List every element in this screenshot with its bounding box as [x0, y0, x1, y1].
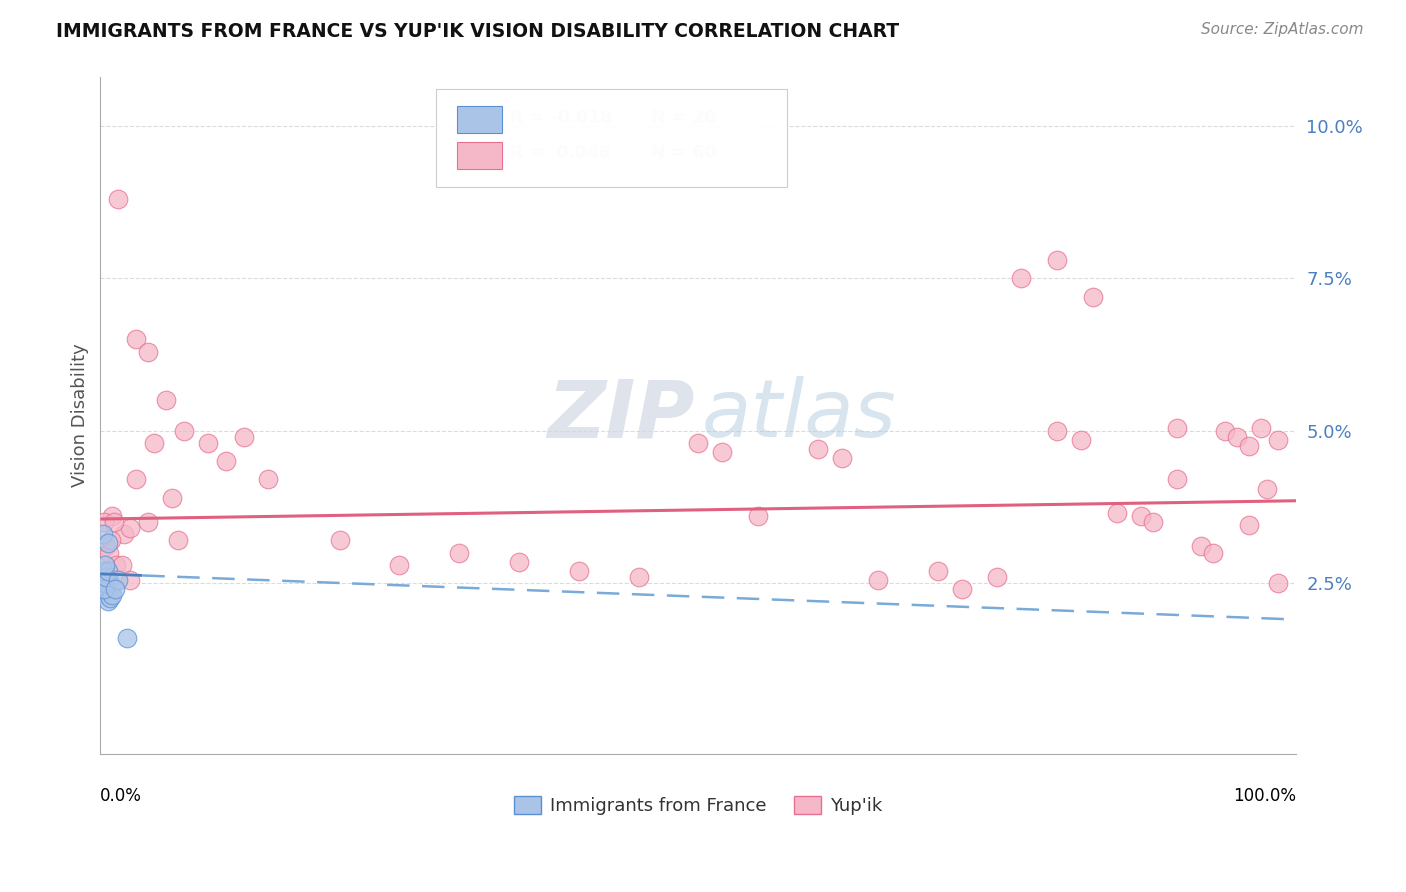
Point [167, 533, 190, 548]
Point [1166, 472, 1188, 486]
Point [112, 527, 135, 541]
Point [104, 582, 127, 596]
Legend: Immigrants from France, Yup'ik: Immigrants from France, Yup'ik [508, 789, 890, 822]
Point [96, 536, 118, 550]
Point [1256, 482, 1278, 496]
Text: 100.0%: 100.0% [1233, 787, 1296, 805]
Point [120, 573, 142, 587]
Point [1189, 540, 1212, 554]
Point [155, 393, 177, 408]
Point [93, 585, 115, 599]
Point [103, 515, 125, 529]
Point [107, 192, 129, 206]
Point [329, 533, 352, 548]
Point [160, 491, 183, 505]
Text: IMMIGRANTS FROM FRANCE VS YUP'IK VISION DISABILITY CORRELATION CHART: IMMIGRANTS FROM FRANCE VS YUP'IK VISION … [56, 22, 900, 41]
Point [1237, 518, 1260, 533]
Text: N = 20: N = 20 [651, 109, 717, 127]
Point [866, 573, 889, 587]
Point [1226, 430, 1249, 444]
Point [115, 631, 138, 645]
Text: R =  0.048: R = 0.048 [510, 145, 612, 162]
Point [1166, 420, 1188, 434]
Point [747, 508, 769, 523]
Point [93, 582, 115, 596]
Point [1129, 508, 1152, 523]
Point [104, 558, 127, 572]
Point [950, 582, 973, 596]
Point [100, 533, 122, 548]
Point [96, 594, 118, 608]
Point [96, 564, 118, 578]
Text: Source: ZipAtlas.com: Source: ZipAtlas.com [1201, 22, 1364, 37]
Point [197, 436, 219, 450]
Point [449, 545, 471, 559]
Point [91, 527, 114, 541]
Point [93, 515, 115, 529]
Point [111, 558, 134, 572]
Point [173, 424, 195, 438]
Point [136, 344, 159, 359]
Point [1142, 515, 1164, 529]
Text: atlas: atlas [702, 376, 897, 455]
Point [101, 508, 124, 523]
Point [256, 472, 278, 486]
Point [98, 591, 121, 606]
Text: N = 60: N = 60 [651, 145, 717, 162]
Point [94, 570, 117, 584]
Point [986, 570, 1008, 584]
Point [927, 564, 949, 578]
Point [1267, 576, 1289, 591]
Point [711, 445, 734, 459]
Point [125, 472, 148, 486]
Y-axis label: Vision Disability: Vision Disability [72, 343, 89, 487]
Point [215, 454, 238, 468]
Point [1213, 424, 1236, 438]
Point [1267, 433, 1289, 447]
Point [107, 573, 129, 587]
Point [94, 558, 117, 572]
Point [688, 436, 710, 450]
Point [1202, 545, 1225, 559]
Point [1046, 424, 1069, 438]
Point [508, 555, 530, 569]
Point [125, 332, 148, 346]
Point [120, 521, 142, 535]
Point [388, 558, 411, 572]
Point [807, 442, 830, 456]
Point [96, 588, 118, 602]
Point [97, 573, 120, 587]
Point [1046, 253, 1069, 268]
Point [1250, 420, 1272, 434]
Point [94, 576, 117, 591]
Point [96, 576, 118, 591]
Point [96, 570, 118, 584]
Text: ZIP: ZIP [547, 376, 695, 455]
Point [1010, 271, 1032, 285]
Point [232, 430, 254, 444]
Point [568, 564, 591, 578]
Point [97, 545, 120, 559]
Text: 0.0%: 0.0% [100, 787, 142, 805]
Point [831, 451, 853, 466]
Point [136, 515, 159, 529]
Point [1237, 439, 1260, 453]
Point [1081, 290, 1104, 304]
Text: R = -0.018: R = -0.018 [510, 109, 613, 127]
Point [1070, 433, 1092, 447]
Point [101, 588, 124, 602]
Point [143, 436, 166, 450]
Point [96, 540, 118, 554]
Point [91, 564, 114, 578]
Point [1105, 506, 1128, 520]
Point [627, 570, 650, 584]
Point [100, 579, 122, 593]
